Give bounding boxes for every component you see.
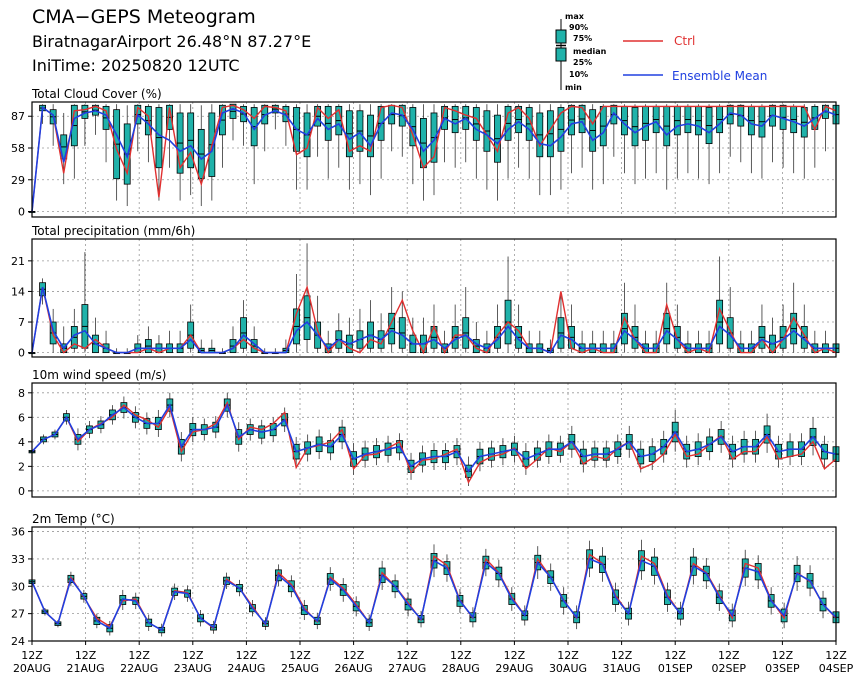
meteogram-panels: 0 29 58 87 Total Cloud Cover (%) 0 7 14 21 Total … (11, 87, 840, 648)
ctrl-line (31, 400, 837, 484)
panel-title: Total precipitation (mm/6h) (31, 224, 195, 238)
y-tick-label: 6 (18, 411, 25, 424)
x-tick-date: 21AUG (67, 662, 105, 675)
y-tick-label: 0 (18, 206, 25, 219)
x-tick-date: 03SEP (765, 662, 800, 675)
legend-stat-label: max (565, 12, 585, 21)
y-tick-label: 0 (18, 347, 25, 360)
y-tick-label: 8 (18, 387, 25, 400)
x-tick-date: 27AUG (388, 662, 426, 675)
chart-title: CMA−GEPS Meteogram (32, 6, 256, 28)
panel-2: 0 7 14 21 Total precipitation (mm/6h) (11, 224, 840, 360)
y-tick-label: 14 (11, 285, 25, 298)
x-axis-labels: 12Z20AUG12Z21AUG12Z22AUG12Z23AUG12Z24AUG… (13, 641, 854, 675)
y-tick-label: 2 (18, 460, 25, 473)
panel-frame (31, 526, 837, 642)
x-tick-date: 31AUG (603, 662, 641, 675)
legend-stat-label: 75% (573, 34, 592, 43)
x-tick-hour: 12Z (450, 649, 472, 662)
ensemble-mean-line (31, 557, 837, 632)
y-tick-label: 27 (11, 608, 25, 621)
x-tick-hour: 12Z (557, 649, 579, 662)
legend-box-lower (555, 47, 567, 62)
legend-ctrl-label: Ctrl (674, 34, 695, 48)
x-tick-hour: 12Z (611, 649, 633, 662)
legend-mean-label: Ensemble Mean (672, 69, 767, 83)
legend-stat-label: median (573, 47, 607, 56)
y-tick-label: 21 (11, 255, 25, 268)
ctrl-line (31, 284, 837, 355)
x-tick-hour: 12Z (664, 649, 686, 662)
x-tick-date: 23AUG (174, 662, 212, 675)
panel-frame (31, 101, 837, 218)
x-tick-date: 20AUG (13, 662, 51, 675)
station-info: BiratnagarAirport 26.48°N 87.27°E (32, 32, 312, 51)
panel-title: 2m Temp (°C) (32, 512, 115, 526)
ensemble-mean-line (31, 403, 837, 473)
legend-stat-label: min (565, 83, 582, 92)
x-tick-hour: 12Z (289, 649, 311, 662)
legend-stat-label: 10% (569, 70, 588, 79)
x-tick-hour: 12Z (718, 649, 740, 662)
x-tick-date: 04SEP (819, 662, 854, 675)
legend-stat-label: 25% (573, 58, 592, 67)
x-tick-hour: 12Z (182, 649, 204, 662)
x-tick-date: 25AUG (281, 662, 319, 675)
y-tick-label: 87 (11, 110, 25, 123)
init-time: IniTime: 20250820 12UTC (32, 56, 240, 75)
x-tick-hour: 12Z (396, 649, 418, 662)
x-tick-hour: 12Z (825, 649, 847, 662)
x-tick-hour: 12Z (343, 649, 365, 662)
ctrl-line (31, 104, 837, 212)
legend-box-upper (555, 29, 567, 44)
legend-stat-label: 90% (569, 23, 588, 32)
x-tick-date: 26AUG (335, 662, 373, 675)
y-tick-label: 4 (18, 436, 25, 449)
ensemble-mean-line (31, 106, 837, 212)
y-tick-label: 24 (11, 635, 25, 648)
panel-4: 24 27 30 33 36 2m Temp (°C) (11, 512, 840, 648)
x-tick-date: 01SEP (658, 662, 693, 675)
panel-frame (31, 238, 837, 358)
y-tick-label: 0 (18, 485, 25, 498)
x-tick-date: 22AUG (120, 662, 158, 675)
panel-3: 0 2 4 6 8 10m wind speed (m/s) (18, 368, 840, 498)
y-tick-label: 36 (11, 526, 25, 539)
panel-frame (31, 382, 837, 498)
x-tick-hour: 12Z (75, 649, 97, 662)
x-tick-date: 30AUG (549, 662, 587, 675)
y-tick-label: 30 (11, 580, 25, 593)
x-tick-date: 28AUG (442, 662, 480, 675)
panel-1: 0 29 58 87 Total Cloud Cover (%) (11, 87, 840, 219)
x-tick-hour: 12Z (128, 649, 150, 662)
panel-title: 10m wind speed (m/s) (32, 368, 166, 382)
y-tick-label: 33 (11, 553, 25, 566)
x-tick-hour: 12Z (236, 649, 258, 662)
x-tick-date: 24AUG (227, 662, 265, 675)
x-tick-hour: 12Z (21, 649, 43, 662)
x-tick-hour: 12Z (504, 649, 526, 662)
panel-title: Total Cloud Cover (%) (31, 87, 162, 101)
y-tick-label: 7 (18, 316, 25, 329)
x-tick-date: 02SEP (712, 662, 747, 675)
x-tick-date: 29AUG (495, 662, 533, 675)
ensemble-mean-line (31, 286, 836, 354)
y-tick-label: 29 (11, 174, 25, 187)
x-tick-hour: 12Z (772, 649, 794, 662)
y-tick-label: 58 (11, 142, 25, 155)
legend: max 90% 75% median 25% 10% min Ctrl Ensemble Mea… (555, 12, 767, 92)
